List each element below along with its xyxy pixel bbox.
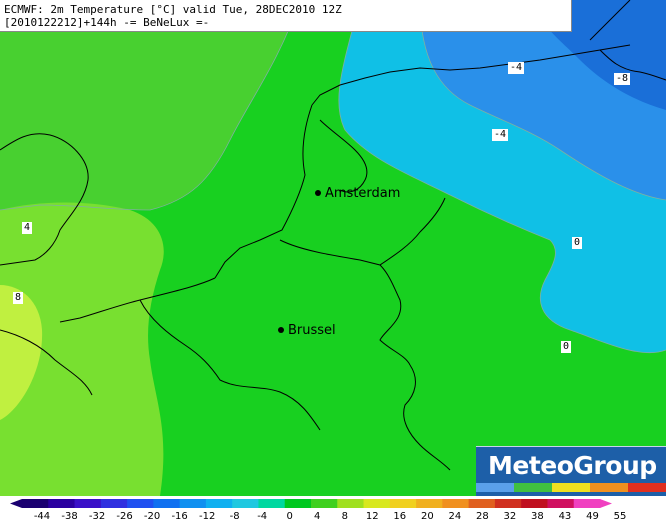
- colorbar-tick-label: -12: [198, 511, 216, 522]
- colorbar-tick-label: 49: [586, 511, 599, 522]
- colorbar-tick-label: -4: [257, 511, 268, 522]
- header-title: ECMWF: 2m Temperature [°C] valid Tue, 28…: [4, 3, 342, 16]
- colorbar-segment: [521, 499, 548, 508]
- colorbar-tick-label: 32: [503, 511, 517, 522]
- colorbar-tick-label: 38: [531, 511, 544, 522]
- coastlines-borders: [0, 0, 666, 471]
- colorbar-segment: [337, 499, 365, 508]
- colorbar-arrow-left: [10, 499, 22, 508]
- colorbar-segment: [205, 499, 233, 508]
- colorbar-segment: [74, 499, 102, 508]
- colorbar-tick-label: 0: [286, 511, 293, 522]
- contour-label: 8: [13, 292, 24, 304]
- city-label-amsterdam: Amsterdam: [325, 186, 401, 201]
- colorbar-segment: [232, 499, 259, 508]
- colorbar-tick-label: -38: [61, 511, 78, 522]
- contour-line: [338, 0, 666, 354]
- field-yellowgreen: [0, 202, 164, 496]
- colorbar-tick-label: -20: [143, 511, 161, 522]
- header-subtitle: [2010122212]+144h -= BeNeLux =-: [4, 16, 210, 29]
- contour-label: -4: [508, 62, 525, 74]
- contour-label: 0: [561, 341, 572, 353]
- temperature-map: [0, 0, 666, 496]
- colorbar-tick-label: 24: [448, 511, 462, 522]
- colorbar-segment: [416, 499, 443, 508]
- colorbar-segment: [22, 499, 49, 508]
- colorbar-segment: [363, 499, 391, 508]
- contour-label: 4: [22, 222, 33, 234]
- colorbar-segment: [468, 499, 496, 508]
- colorbar-arrow-right: [600, 499, 612, 508]
- field-west-sea: [0, 0, 300, 210]
- colorbar-segment: [573, 499, 601, 508]
- colorbar-segment: [153, 499, 181, 508]
- colorbar-segment: [258, 499, 286, 508]
- colorbar-tick-label: 12: [365, 511, 379, 522]
- colorbar-segment: [311, 499, 338, 508]
- colorbar-tick-label: 4: [314, 511, 321, 522]
- colorbar: -44 -38 -32 -26 -20 -16 -12 -8 -4 0 4 8 12 16 20 24 28 32…: [0, 496, 666, 523]
- colorbar-segment: [100, 499, 128, 508]
- meteogroup-logo: MeteoGroup: [476, 446, 666, 496]
- contour-label: -4: [492, 129, 509, 141]
- field-lightyellow: [0, 285, 43, 420]
- contour-label: 0: [572, 237, 583, 249]
- colorbar-segment: [48, 499, 76, 508]
- colorbar-tick-label: -32: [88, 511, 106, 522]
- city-dot-brussel: [278, 327, 284, 333]
- colorbar-tick-label: 43: [558, 511, 572, 522]
- contour-line: [419, 0, 666, 201]
- colorbar-segment: [442, 499, 470, 508]
- colorbar-tick-label: -44: [33, 511, 51, 522]
- colorbar-segment: [547, 499, 575, 508]
- logo-color-strip: [476, 483, 666, 492]
- colorbar-tick-label: -26: [116, 511, 133, 522]
- contour-label: -8: [614, 73, 631, 85]
- city-dot-amsterdam: [315, 190, 321, 196]
- colorbar-tick-label: 20: [420, 511, 434, 522]
- colorbar-tick-label: -8: [229, 511, 240, 522]
- colorbar-segment: [127, 499, 154, 508]
- colorbar-tick-label: 28: [476, 511, 489, 522]
- contour-line: [0, 0, 301, 211]
- city-label-brussel: Brussel: [288, 323, 336, 338]
- colorbar-segment: [389, 499, 417, 508]
- logo-text: MeteoGroup: [488, 451, 657, 480]
- colorbar-segment: [494, 499, 522, 508]
- colorbar-segment: [179, 499, 207, 508]
- colorbar-tick-label: 16: [393, 511, 407, 522]
- colorbar-svg: [10, 499, 612, 508]
- colorbar-segment: [284, 499, 312, 508]
- colorbar-tick-label: -16: [171, 511, 188, 522]
- colorbar-tick-label: 8: [341, 511, 348, 522]
- colorbar-tick-label: 55: [613, 511, 627, 522]
- map-header: ECMWF: 2m Temperature [°C] valid Tue, 28…: [0, 0, 572, 32]
